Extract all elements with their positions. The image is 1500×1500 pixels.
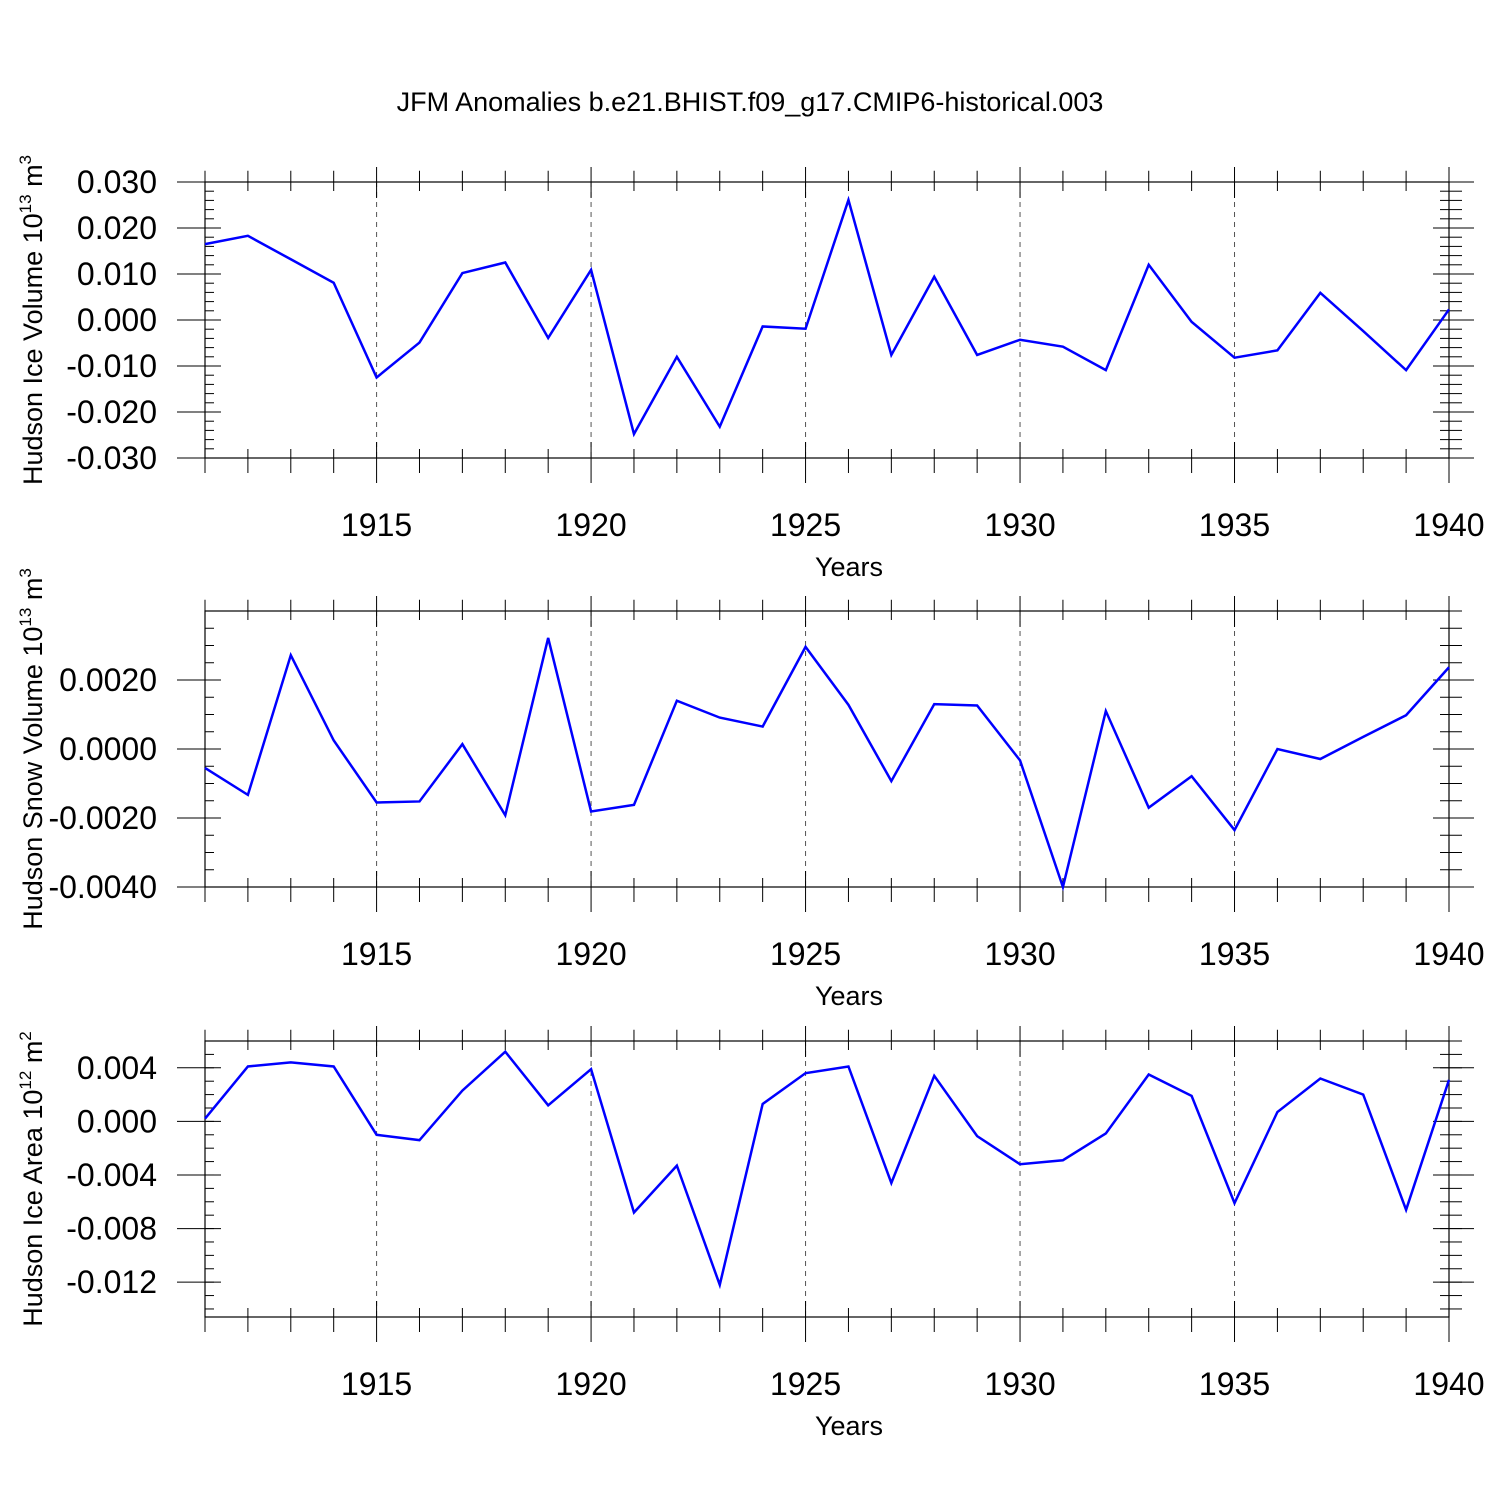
y-axis-label-unit: m: [18, 578, 48, 608]
panel-3: -0.012 -0.008 -0.004 0.000 0.004 1915 1920 1925…: [16, 1026, 1485, 1441]
y-tick-label: -0.012: [66, 1264, 157, 1300]
x-tick-label: 1915: [341, 1366, 412, 1402]
y-tick-label: -0.030: [66, 440, 157, 476]
x-tick-label: 1930: [984, 936, 1055, 972]
plot-frame: [204, 181, 1450, 459]
x-tick-label: 1940: [1413, 507, 1484, 543]
y-tick-label: -0.0040: [48, 869, 157, 905]
y-tick-label: -0.004: [66, 1157, 157, 1193]
x-tick-label: 1940: [1413, 1366, 1484, 1402]
y-tick-label: -0.010: [66, 348, 157, 384]
y-tick-label: -0.0020: [48, 800, 157, 836]
panel-1: -0.030 -0.020 -0.010 0.000 0.010 0.020 0.030 19…: [16, 155, 1485, 582]
y-axis-label-main: Hudson Snow Volume 10: [18, 627, 48, 930]
x-axis-label: Years: [815, 552, 883, 582]
x-tick-label: 1920: [555, 507, 626, 543]
chart-title: JFM Anomalies b.e21.BHIST.f09_g17.CMIP6-…: [397, 87, 1104, 117]
x-tick-label: 1915: [341, 507, 412, 543]
y-axis-label-unit: m: [18, 164, 48, 194]
y-axis-label: Hudson Ice Volume 1013 m3: [16, 155, 48, 485]
x-tick-label: 1915: [341, 936, 412, 972]
y-tick-label: 0.030: [77, 164, 157, 200]
y-axis-label-main: Hudson Ice Area 10: [18, 1090, 48, 1327]
y-axis-label-unit-exponent: 3: [16, 155, 35, 164]
x-tick-label: 1925: [770, 507, 841, 543]
y-tick-label: -0.020: [66, 394, 157, 430]
x-tick-label: 1920: [555, 1366, 626, 1402]
y-axis-label-main: Hudson Ice Volume 10: [18, 213, 48, 485]
y-tick-label: 0.0020: [59, 662, 157, 698]
y-axis-label-unit-exponent: 3: [16, 568, 35, 577]
panel-2: -0.0040 -0.0020 0.0000 0.0020 1915 1920 1925 19…: [16, 568, 1485, 1011]
x-tick-label: 1935: [1199, 1366, 1270, 1402]
x-tick-label: 1930: [984, 1366, 1055, 1402]
y-tick-label: 0.020: [77, 210, 157, 246]
x-tick-label: 1935: [1199, 936, 1270, 972]
series-line: [204, 637, 1450, 892]
x-tick-label: 1925: [770, 936, 841, 972]
plot-frame: [204, 1040, 1450, 1318]
x-tick-label: 1935: [1199, 507, 1270, 543]
y-tick-label: 0.004: [77, 1050, 157, 1086]
y-axis-label-exponent: 13: [16, 608, 35, 627]
series-line: [204, 1049, 1451, 1290]
y-tick-label: 0.010: [77, 256, 157, 292]
y-axis-label-unit-exponent: 2: [16, 1031, 35, 1040]
y-axis-label-exponent: 13: [16, 194, 35, 213]
y-axis-label-unit: m: [18, 1041, 48, 1071]
y-axis-label: Hudson Ice Area 1012 m2: [16, 1031, 48, 1327]
x-axis-label: Years: [815, 1411, 883, 1441]
y-tick-label: 0.000: [77, 1103, 157, 1139]
x-axis-label: Years: [815, 981, 883, 1011]
x-tick-label: 1940: [1413, 936, 1484, 972]
y-axis-label: Hudson Snow Volume 1013 m3: [16, 568, 48, 930]
x-tick-label: 1930: [984, 507, 1055, 543]
y-tick-label: -0.008: [66, 1211, 157, 1247]
y-axis-label-exponent: 12: [16, 1071, 35, 1090]
plot-frame: [204, 610, 1450, 888]
y-tick-label: 0.0000: [59, 731, 157, 767]
series-line: [204, 195, 1451, 438]
x-tick-label: 1920: [555, 936, 626, 972]
x-tick-label: 1925: [770, 1366, 841, 1402]
y-tick-label: 0.000: [77, 302, 157, 338]
